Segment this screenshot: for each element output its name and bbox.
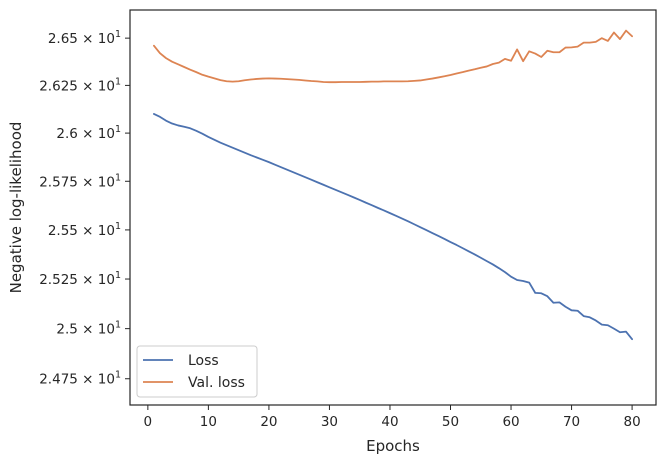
y-tick-label: 2.65 × 101 xyxy=(48,29,121,47)
x-tick-label: 70 xyxy=(563,414,580,430)
x-tick-label: 0 xyxy=(144,414,153,430)
series-line-val-loss xyxy=(153,29,633,84)
y-tick-label: 2.475 × 101 xyxy=(39,370,121,388)
x-tick-label: 50 xyxy=(442,414,459,430)
legend: Loss Val. loss xyxy=(136,345,258,398)
x-tick-label: 60 xyxy=(502,414,519,430)
y-axis-ticks: 2.475 × 101 2.5 × 101 2.525 × 101 2.55 × 10… xyxy=(39,29,130,388)
legend-label-val-loss: Val. loss xyxy=(188,375,245,391)
x-tick-label: 20 xyxy=(260,414,277,430)
legend-box xyxy=(136,345,258,398)
y-axis-label: Negative log-likelihood xyxy=(7,122,25,294)
x-axis-ticks: 0 10 20 30 40 50 60 70 80 xyxy=(144,405,641,430)
x-tick-label: 10 xyxy=(200,414,217,430)
y-tick-label: 2.5 × 101 xyxy=(56,320,121,338)
plot-frame xyxy=(129,9,657,406)
plot-series xyxy=(153,29,633,341)
x-axis-label: Epochs xyxy=(366,437,420,455)
y-tick-label: 2.625 × 101 xyxy=(39,76,121,94)
y-tick-label: 2.6 × 101 xyxy=(56,124,121,142)
x-tick-label: 80 xyxy=(623,414,640,430)
legend-label-loss: Loss xyxy=(188,353,219,369)
y-tick-label: 2.575 × 101 xyxy=(39,172,121,190)
y-tick-label: 2.55 × 101 xyxy=(48,221,121,239)
y-tick-label: 2.525 × 101 xyxy=(39,270,121,288)
x-tick-label: 40 xyxy=(381,414,398,430)
x-tick-label: 30 xyxy=(321,414,338,430)
series-line-loss xyxy=(153,113,633,341)
